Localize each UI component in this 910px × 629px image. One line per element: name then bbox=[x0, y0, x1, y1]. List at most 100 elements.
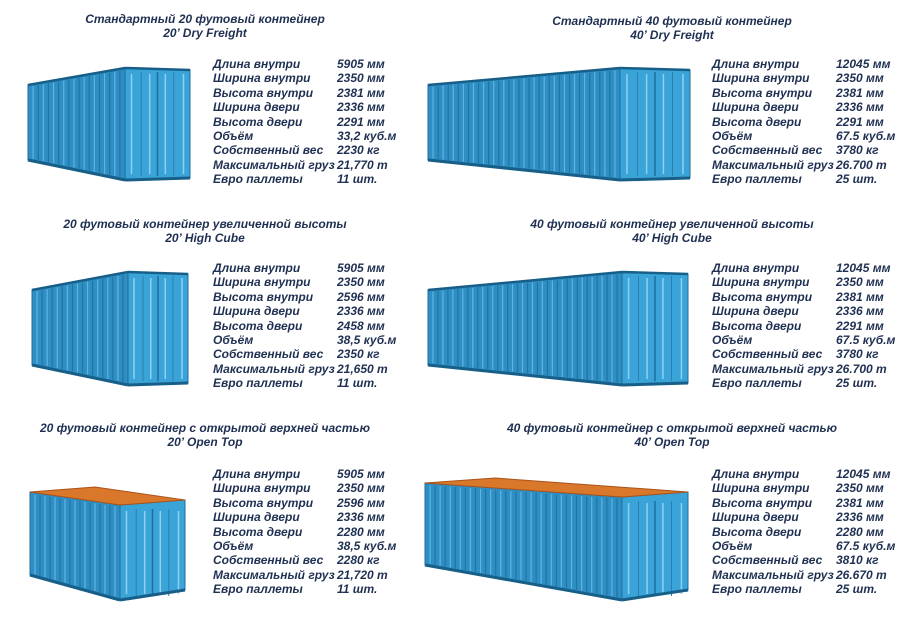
spec-row: Ширина внутри 2350 мм bbox=[213, 481, 396, 495]
container-title: 20 футовый контейнер с открытой верхней … bbox=[15, 421, 395, 449]
top-rail bbox=[427, 66, 621, 87]
spec-table: Длина внутри 12045 мм Ширина внутри 2350… bbox=[712, 467, 895, 597]
spec-value: 26.700 т bbox=[836, 157, 887, 172]
spec-value: 3780 кг bbox=[836, 347, 879, 362]
open-top-tarp bbox=[29, 486, 186, 506]
spec-row: Длина внутри 5905 мм bbox=[213, 57, 396, 71]
spec-row: Ширина внутри 2350 мм bbox=[712, 71, 895, 85]
spec-label: Высота двери bbox=[712, 524, 802, 539]
spec-value: 3780 кг bbox=[836, 143, 879, 158]
spec-label: Ширина двери bbox=[213, 304, 300, 319]
spec-row: Длина внутри 5905 мм bbox=[213, 261, 396, 275]
spec-value: 12045 мм bbox=[836, 261, 891, 275]
spec-value: 38,5 куб.м bbox=[337, 539, 397, 554]
container-type-code: 20’ Open Top bbox=[167, 435, 243, 449]
spec-table: Длина внутри 12045 мм Ширина внутри 2350… bbox=[712, 261, 895, 391]
bottom-rail bbox=[621, 588, 689, 602]
spec-label: Высота двери bbox=[213, 524, 303, 539]
spec-row: Евро паллеты 25 шт. bbox=[712, 172, 895, 186]
spec-row: Евро паллеты 11 шт. bbox=[213, 582, 396, 596]
spec-row: Ширина двери 2336 мм bbox=[712, 100, 895, 114]
top-rail bbox=[27, 66, 126, 87]
spec-value: 33,2 куб.м bbox=[337, 129, 397, 144]
spec-value: 2336 мм bbox=[337, 304, 385, 319]
spec-label: Высота внутри bbox=[712, 495, 813, 510]
spec-value: 21,770 т bbox=[337, 157, 388, 172]
spec-value: 2336 мм bbox=[337, 100, 385, 115]
spec-label: Ширина двери bbox=[712, 304, 799, 319]
spec-label: Собственный вес bbox=[213, 143, 324, 158]
spec-row: Максимальный груз 21,720 т bbox=[213, 568, 396, 582]
spec-row: Собственный вес 2280 кг bbox=[213, 553, 396, 567]
top-rail bbox=[621, 270, 689, 276]
bottom-rail bbox=[127, 381, 189, 387]
spec-row: Ширина двери 2336 мм bbox=[213, 100, 396, 114]
spec-value: 2336 мм bbox=[836, 100, 884, 115]
spec-label: Максимальный груз bbox=[213, 361, 335, 376]
spec-row: Объём 67.5 куб.м bbox=[712, 539, 895, 553]
spec-label: Объём bbox=[712, 333, 753, 348]
spec-value: 5905 мм bbox=[337, 57, 385, 71]
spec-label: Высота внутри bbox=[712, 85, 813, 100]
spec-label: Высота внутри bbox=[213, 495, 314, 510]
spec-row: Длина внутри 5905 мм bbox=[213, 467, 396, 481]
spec-label: Длина внутри bbox=[712, 467, 800, 481]
spec-value: 12045 мм bbox=[836, 467, 891, 481]
spec-row: Высота двери 2291 мм bbox=[213, 115, 396, 129]
bottom-rail bbox=[424, 563, 623, 602]
spec-label: Максимальный груз bbox=[712, 361, 834, 376]
spec-row: Ширина внутри 2350 мм bbox=[213, 71, 396, 85]
spec-row: Собственный вес 3780 кг bbox=[712, 143, 895, 157]
spec-value: 3810 кг bbox=[836, 553, 879, 568]
spec-label: Евро паллеты bbox=[213, 172, 303, 187]
container-dry-icon bbox=[27, 66, 191, 182]
spec-label: Высота внутри bbox=[712, 289, 813, 304]
spec-row: Ширина внутри 2350 мм bbox=[712, 481, 895, 495]
spec-row: Евро паллеты 11 шт. bbox=[213, 172, 396, 186]
spec-value: 2230 кг bbox=[337, 143, 380, 158]
spec-value: 12045 мм bbox=[836, 57, 891, 71]
spec-table: Длина внутри 5905 мм Ширина внутри 2350 … bbox=[213, 57, 396, 187]
spec-value: 2596 мм bbox=[337, 289, 385, 304]
spec-value: 2350 кг bbox=[337, 347, 380, 362]
spec-value: 67.5 куб.м bbox=[836, 129, 896, 144]
spec-value: 2280 кг bbox=[337, 553, 380, 568]
spec-value: 2458 мм bbox=[337, 318, 385, 333]
top-rail bbox=[127, 270, 189, 276]
spec-row: Максимальный груз 26.700 т bbox=[712, 158, 895, 172]
spec-row: Высота внутри 2381 мм bbox=[712, 496, 895, 510]
spec-label: Высота внутри bbox=[213, 289, 314, 304]
container-high-cube-icon bbox=[31, 270, 189, 387]
spec-row: Собственный вес 3780 кг bbox=[712, 347, 895, 361]
spec-value: 2381 мм bbox=[337, 85, 385, 100]
container-type-code: 20’ High Cube bbox=[165, 231, 245, 245]
spec-value: 38,5 куб.м bbox=[337, 333, 397, 348]
spec-row: Высота внутри 2596 мм bbox=[213, 290, 396, 304]
open-top-tarp bbox=[424, 477, 689, 498]
spec-label: Собственный вес bbox=[712, 553, 823, 568]
top-rail bbox=[619, 66, 691, 72]
spec-value: 67.5 куб.м bbox=[836, 539, 896, 554]
spec-row: Объём 38,5 куб.м bbox=[213, 333, 396, 347]
spec-value: 25 шт. bbox=[836, 376, 878, 391]
bottom-rail bbox=[619, 176, 691, 182]
spec-row: Высота двери 2291 мм bbox=[712, 319, 895, 333]
spec-row: Объём 67.5 куб.м bbox=[712, 333, 895, 347]
spec-row: Ширина внутри 2350 мм bbox=[712, 275, 895, 289]
bottom-rail bbox=[427, 363, 623, 387]
spec-row: Высота внутри 2596 мм bbox=[213, 496, 396, 510]
container-title: 20 футовый контейнер увеличенной высоты … bbox=[15, 217, 395, 245]
spec-value: 11 шт. bbox=[337, 172, 378, 187]
container-name: Стандартный 40 футовый контейнер bbox=[552, 14, 792, 28]
spec-row: Объём 33,2 куб.м bbox=[213, 129, 396, 143]
container-high-cube-icon bbox=[427, 270, 689, 387]
spec-value: 5905 мм bbox=[337, 467, 385, 481]
spec-label: Евро паллеты bbox=[213, 582, 303, 597]
spec-table: Длина внутри 5905 мм Ширина внутри 2350 … bbox=[213, 467, 396, 597]
spec-label: Ширина двери bbox=[213, 510, 300, 525]
spec-row: Длина внутри 12045 мм bbox=[712, 57, 895, 71]
bottom-rail bbox=[124, 176, 191, 182]
container-title: 40 футовый контейнер увеличенной высоты … bbox=[482, 217, 862, 245]
spec-value: 2291 мм bbox=[337, 114, 385, 129]
